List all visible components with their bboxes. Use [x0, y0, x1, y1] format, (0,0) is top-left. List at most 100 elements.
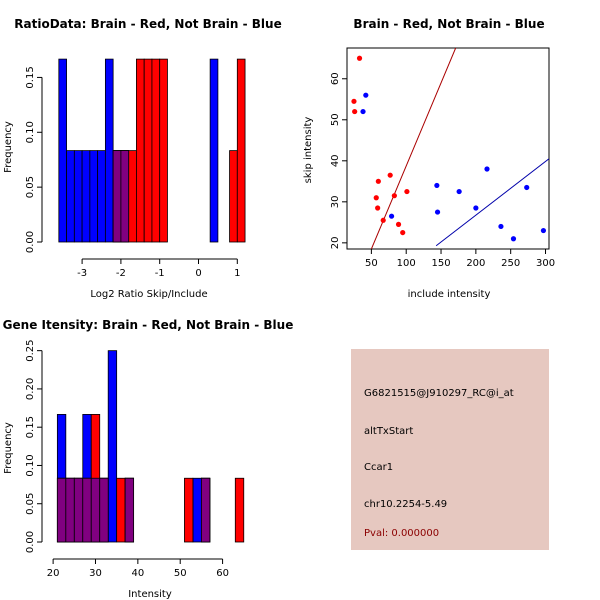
hist-intensity-bar-red	[116, 477, 126, 543]
hist-ratio-bar-blue	[97, 150, 106, 243]
hist-ratio-y-tick-label: 0.00	[25, 231, 36, 253]
hist-ratio-bar-overlap	[120, 150, 130, 243]
hist-ratio-y-tick-label: 0.05	[25, 176, 36, 198]
scatter-point-red	[400, 229, 406, 236]
hist-ratio-bar-blue	[209, 58, 219, 243]
scatter-point-red	[387, 172, 393, 178]
hist-ratio-bar-red	[151, 58, 161, 243]
scatter-x-tick-label: 100	[397, 258, 416, 269]
scatter-fit-line-blueline	[435, 158, 549, 247]
hist-intensity-bar-red	[184, 477, 194, 543]
hist-intensity-y-tick-label: 0.00	[25, 531, 36, 553]
hist-intensity-ylabel: Frequency	[3, 422, 14, 474]
hist-ratio-x-tick-label: 1	[234, 268, 240, 279]
scatter-plot: 50 100 150 200 250 300 20 30 40 50 60	[330, 47, 555, 269]
hist-intensity-bar-overlap	[65, 477, 75, 543]
hist-ratio-bar-blue	[81, 150, 91, 243]
hist-ratio-bar-red	[136, 58, 145, 243]
scatter-point-blue	[434, 182, 440, 189]
scatter-x-tick-label: 250	[501, 258, 520, 269]
hist-ratio-ylabel: Frequency	[3, 121, 14, 173]
scatter-point-blue	[434, 209, 441, 215]
hist-intensity-bar-overlap	[99, 477, 109, 543]
hist-intensity-bar-overlap	[73, 477, 84, 543]
hist-ratio-plot: -3 -2 -1 0 1 0.00 0.05 0.10 0.15	[25, 58, 246, 279]
hist-intensity-title: Gene Itensity: Brain - Red, Not Brain - …	[3, 318, 294, 332]
scatter-point-red	[356, 55, 363, 61]
hist-intensity-y-tick-label: 0.25	[25, 340, 36, 362]
scatter-point-red	[373, 195, 379, 201]
scatter-title: Brain - Red, Not Brain - Blue	[353, 17, 544, 31]
hist-intensity-x-tick-label: 60	[216, 568, 229, 579]
hist-intensity-bar-blue	[192, 477, 202, 543]
hist-intensity-bar-overlap	[200, 477, 211, 543]
hist-ratio-y-tick-label: 0.15	[25, 66, 36, 88]
scatter-point-red	[352, 108, 358, 115]
hist-intensity-bar-overlap	[56, 477, 67, 543]
scatter-frame	[346, 47, 550, 250]
scatter-y-tick-label: 20	[330, 236, 341, 249]
hist-ratio-bar-blue	[104, 58, 114, 243]
hist-intensity-xlabel: Intensity	[128, 589, 172, 600]
scatter-y-tick-label: 30	[330, 195, 341, 208]
scatter-point-blue	[524, 184, 530, 191]
scatter-point-red	[375, 205, 381, 211]
scatter-x-tick-label: 200	[466, 258, 485, 269]
info-panel	[351, 349, 549, 550]
hist-ratio-bar-red	[143, 58, 153, 243]
hist-intensity-y-tick-label: 0.15	[25, 416, 36, 438]
scatter-xlabel: include intensity	[408, 289, 491, 300]
hist-ratio-title: RatioData: Brain - Red, Not Brain - Blue	[14, 17, 281, 31]
scatter-point-red	[375, 178, 381, 184]
gene-name: Ccar1	[364, 462, 393, 473]
hist-intensity-bar-blue	[107, 350, 118, 543]
pval-text: Pval: 0.000000	[364, 528, 439, 539]
hist-ratio-bar-overlap	[112, 150, 122, 243]
hist-intensity-x-tick-label: 30	[89, 568, 102, 579]
scatter-point-blue	[510, 236, 517, 242]
scatter-point-blue	[388, 213, 395, 219]
hist-ratio-x-tick-label: 0	[195, 268, 201, 279]
hist-ratio-bar-red	[236, 58, 246, 243]
scatter-point-red	[351, 98, 357, 104]
hist-intensity-y-tick-label: 0.05	[25, 493, 36, 515]
scatter-point-blue	[473, 205, 479, 211]
hist-ratio-x-tick-label: -2	[116, 268, 126, 279]
scatter-y-tick-label: 50	[330, 113, 341, 126]
hist-ratio-xlabel: Log2 Ratio Skip/Include	[90, 289, 207, 300]
scatter-point-blue	[363, 92, 369, 98]
hist-intensity-y-tick-label: 0.20	[25, 378, 36, 400]
hist-intensity-bar-overlap	[82, 477, 92, 543]
scatter-point-red	[404, 188, 410, 195]
scatter-point-blue	[456, 188, 462, 195]
hist-intensity-plot: 20 30 40 50 60 0.00 0.05 0.10 0.15 0.20 0.25	[25, 340, 245, 579]
scatter-point-blue	[498, 223, 504, 230]
hist-intensity-y-tick-label: 0.10	[25, 454, 36, 476]
hist-ratio-bar-red	[159, 58, 168, 243]
scatter-point-blue	[484, 166, 490, 172]
scatter-x-tick-label: 300	[536, 258, 555, 269]
hist-ratio-x-tick-label: -3	[77, 268, 87, 279]
scatter-x-tick-label: 150	[431, 258, 450, 269]
hist-intensity-x-tick-label: 50	[174, 568, 187, 579]
hist-ratio-bar-blue	[66, 150, 75, 243]
scatter-point-red	[380, 217, 386, 223]
hist-intensity-x-tick-label: 20	[47, 568, 60, 579]
scatter-ylabel: skip intensity	[303, 117, 314, 184]
event-type: altTxStart	[364, 426, 413, 437]
hist-ratio-bar-red	[128, 150, 137, 243]
hist-ratio-bar-blue	[73, 150, 83, 243]
scatter-fit-line-redline	[370, 48, 457, 249]
hist-intensity-bar-overlap	[90, 477, 101, 543]
genomic-location: chr10.2254-5.49	[364, 499, 447, 510]
hist-intensity-bar-red	[234, 477, 245, 543]
hist-ratio-bar-blue	[89, 150, 99, 243]
scatter-x-tick-label: 50	[365, 258, 378, 269]
hist-intensity-x-tick-label: 40	[131, 568, 144, 579]
scatter-point-red	[391, 193, 397, 199]
hist-intensity-bar-overlap	[124, 477, 135, 543]
scatter-point-blue	[540, 227, 547, 234]
hist-ratio-y-tick-label: 0.10	[25, 121, 36, 143]
